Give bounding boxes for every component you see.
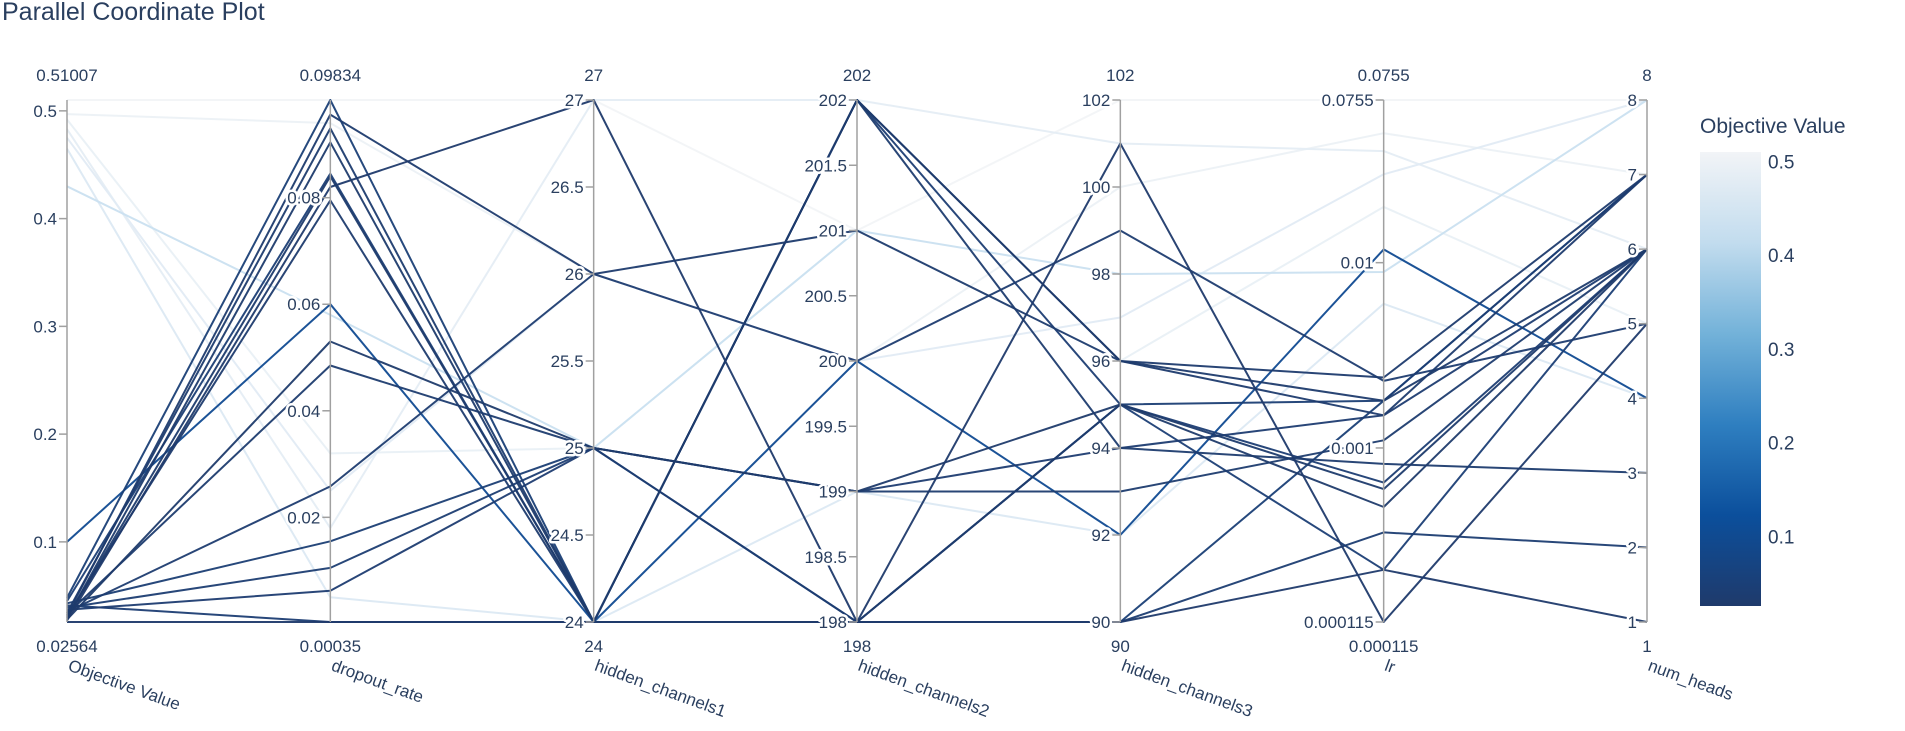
tick-label-hidden-channels3: 90: [1091, 613, 1110, 632]
tick-label-hidden-channels3: 96: [1091, 352, 1110, 371]
tick-label-num-heads: 8: [1628, 91, 1637, 110]
tick-label-objective-value: 0.3: [33, 317, 57, 336]
axis-title-hidden-channels2: hidden_channels2: [856, 656, 992, 721]
tick-label-num-heads: 4: [1628, 389, 1637, 408]
colorbar-ticks: 0.1 0.2 0.3 0.4 0.5: [1768, 152, 1795, 548]
tick-label-hidden-channels3: 102: [1082, 91, 1110, 110]
tick-label-dropout-rate: 0.02: [287, 508, 320, 527]
tick-label-hidden-channels1: 24.5: [551, 526, 584, 545]
tick-label-objective-value: 0.2: [33, 425, 57, 444]
range-min-lr: 0.000115: [1349, 637, 1419, 656]
range-max-objective-value: 0.51007: [36, 66, 97, 85]
tick-label-objective-value: 0.1: [33, 533, 57, 552]
colorbar-tick-label: 0.4: [1768, 246, 1795, 267]
tick-label-hidden-channels1: 26: [565, 265, 584, 284]
range-max-dropout-rate: 0.09834: [300, 66, 361, 85]
tick-label-hidden-channels1: 26.5: [551, 178, 584, 197]
colorbar-tick-label: 0.3: [1768, 340, 1794, 361]
axis-title-hidden-channels1: hidden_channels1: [592, 656, 728, 721]
colorbar-title: Objective Value: [1700, 115, 1846, 138]
tick-label-lr: 0.000115: [1304, 613, 1374, 632]
range-min-dropout-rate: 0.00035: [300, 637, 361, 656]
colorbar-tick-label: 0.5: [1768, 152, 1794, 173]
tick-label-hidden-channels2: 199.5: [804, 417, 847, 436]
tick-label-objective-value: 0.5: [33, 102, 57, 121]
colorbar-gradient: [1700, 152, 1761, 606]
tick-label-lr: 0.001: [1331, 439, 1374, 458]
tick-label-num-heads: 1: [1628, 613, 1637, 632]
tick-label-hidden-channels2: 202: [819, 91, 847, 110]
tick-label-dropout-rate: 0.04: [287, 402, 320, 421]
colorbar-tick-label: 0.1: [1768, 527, 1794, 548]
tick-label-hidden-channels1: 25.5: [551, 352, 584, 371]
tick-label-hidden-channels2: 199: [819, 483, 847, 502]
tick-label-objective-value: 0.4: [33, 210, 57, 229]
tick-label-hidden-channels2: 201: [819, 222, 847, 241]
chart-title: Parallel Coordinate Plot: [2, 0, 265, 26]
range-max-hidden-channels1: 27: [584, 66, 603, 85]
colorbar-tick-label: 0.2: [1768, 434, 1794, 455]
tick-label-lr: 0.0755: [1322, 91, 1374, 110]
tick-label-num-heads: 7: [1628, 166, 1637, 185]
tick-label-lr: 0.01: [1341, 254, 1374, 273]
axis-title-num-heads: num_heads: [1646, 656, 1736, 704]
tick-label-hidden-channels2: 198.5: [804, 548, 847, 567]
tick-label-hidden-channels3: 100: [1082, 178, 1110, 197]
range-min-num-heads: 1: [1642, 637, 1651, 656]
tick-label-dropout-rate: 0.06: [287, 295, 320, 314]
range-max-hidden-channels2: 202: [843, 66, 871, 85]
range-min-hidden-channels1: 24: [584, 637, 603, 656]
tick-label-hidden-channels3: 98: [1091, 265, 1110, 284]
axis-title-hidden-channels3: hidden_channels3: [1119, 656, 1255, 721]
colorbar: Objective Value 0.1 0.2 0.3 0.4 0.5: [1700, 115, 1846, 606]
range-max-hidden-channels3: 102: [1106, 66, 1134, 85]
axis-title-lr: lr: [1382, 656, 1398, 677]
tick-label-hidden-channels3: 94: [1091, 439, 1110, 458]
tick-label-hidden-channels3: 92: [1091, 526, 1110, 545]
tick-label-num-heads: 2: [1628, 538, 1637, 557]
tick-label-num-heads: 3: [1628, 464, 1637, 483]
range-min-hidden-channels3: 90: [1111, 637, 1130, 656]
range-max-lr: 0.0755: [1358, 66, 1410, 85]
tick-label-hidden-channels2: 200.5: [804, 287, 847, 306]
tick-label-hidden-channels1: 24: [565, 613, 584, 632]
axis-title-dropout-rate: dropout_rate: [329, 656, 426, 707]
tick-label-num-heads: 6: [1628, 240, 1637, 259]
range-max-num-heads: 8: [1642, 66, 1651, 85]
tick-label-num-heads: 5: [1628, 315, 1637, 334]
tick-label-hidden-channels1: 27: [565, 91, 584, 110]
range-min-objective-value: 0.02564: [36, 637, 97, 656]
tick-label-hidden-channels2: 200: [819, 352, 847, 371]
tick-label-hidden-channels2: 198: [819, 613, 847, 632]
tick-label-hidden-channels1: 25: [565, 439, 584, 458]
tick-label-dropout-rate: 0.08: [287, 189, 320, 208]
axis-title-objective-value: Objective Value: [66, 656, 183, 714]
range-min-hidden-channels2: 198: [843, 637, 871, 656]
tick-label-hidden-channels2: 201.5: [804, 156, 847, 175]
